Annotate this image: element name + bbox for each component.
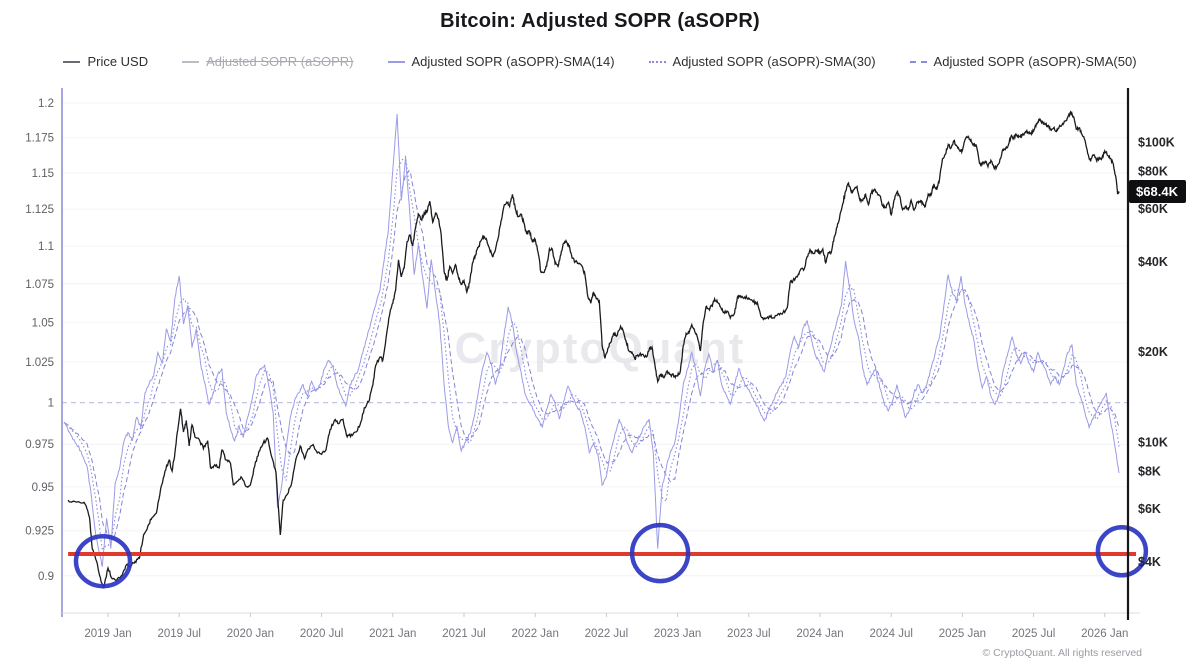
right-axis-tick-label: $20K: [1138, 345, 1168, 359]
capitulation-circle-annotation: [73, 533, 133, 589]
legend-label: Adjusted SOPR (aSOPR)-SMA(30): [672, 54, 876, 69]
sma30-line-marker-icon: [648, 60, 666, 63]
right-axis-tick-label: $6K: [1138, 502, 1161, 516]
plot-area: CryptoQuant: [62, 102, 1128, 589]
left-axis-tick-label: 1.025: [25, 357, 54, 369]
x-axis-tick-label: 2020 Jan: [227, 628, 274, 640]
x-axis-tick-label: 2025 Jul: [1012, 628, 1055, 640]
left-axis-tick-label: 1.075: [25, 279, 54, 291]
last-price-badge-label: $68.4K: [1136, 184, 1179, 199]
left-axis-tick-label: 0.975: [25, 439, 54, 451]
right-axis-tick-label: $10K: [1138, 436, 1168, 450]
left-axis-tick-label: 1.175: [25, 133, 54, 145]
legend-item-asopr-sma50[interactable]: Adjusted SOPR (aSOPR)-SMA(50): [909, 54, 1137, 69]
legend-item-price-usd[interactable]: Price USD: [63, 54, 148, 69]
right-axis-tick-label: $40K: [1138, 255, 1168, 269]
left-axis-tick-label: 1.1: [38, 241, 54, 253]
x-axis-tick-label: 2020 Jul: [300, 628, 343, 640]
right-axis-tick-label: $100K: [1138, 136, 1175, 150]
price-line-marker-icon: [63, 60, 81, 63]
left-axis-tick-label: 0.9: [38, 571, 54, 583]
right-axis-tick-label: $8K: [1138, 465, 1161, 479]
asopr-line-marker-icon: [182, 60, 200, 63]
legend-item-asopr-disabled[interactable]: Adjusted SOPR (aSOPR): [182, 54, 354, 69]
x-axis-tick-label: 2024 Jul: [869, 628, 912, 640]
page-title: Bitcoin: Adjusted SOPR (aSOPR): [440, 10, 760, 32]
sma50-line-marker-icon: [909, 60, 927, 63]
legend-label: Adjusted SOPR (aSOPR)-SMA(14): [411, 54, 615, 69]
x-axis-tick-label: 2021 Jul: [442, 628, 485, 640]
legend-item-asopr-sma30[interactable]: Adjusted SOPR (aSOPR)-SMA(30): [648, 54, 876, 69]
right-axis-tick-label: $4K: [1138, 555, 1161, 569]
x-axis-tick-label: 2023 Jul: [727, 628, 770, 640]
right-axis-tick-label: $60K: [1138, 202, 1168, 216]
x-axis-tick-label: 2024 Jan: [796, 628, 843, 640]
x-axis-tick-label: 2021 Jan: [369, 628, 416, 640]
left-axis-tick-label: 1.125: [25, 204, 54, 216]
capitulation-circle-annotation: [1095, 525, 1149, 578]
x-axis-tick-label: 2019 Jul: [157, 628, 200, 640]
left-axis-tick-label: 1.15: [32, 168, 54, 180]
capitulation-circle-annotation: [629, 522, 691, 584]
asopr-sma14-line: [63, 113, 1120, 567]
asopr-sma50-line: [63, 170, 1120, 546]
x-axis-tick-label: 2025 Jan: [939, 628, 986, 640]
left-axis-tick-label: 1.2: [38, 98, 54, 110]
x-axis-tick-label: 2022 Jul: [585, 628, 628, 640]
left-axis-tick-label: 0.95: [32, 482, 54, 494]
legend-label: Price USD: [87, 54, 149, 69]
legend-item-asopr-sma14[interactable]: Adjusted SOPR (aSOPR)-SMA(14): [387, 54, 615, 69]
last-price-badge: [1129, 180, 1186, 203]
x-axis-tick-label: 2019 Jan: [84, 628, 131, 640]
x-axis-tick-label: 2026 Jan: [1081, 628, 1128, 640]
legend-label: Adjusted SOPR (aSOPR)-SMA(50): [933, 54, 1137, 69]
sma14-line-marker-icon: [387, 60, 405, 63]
copyright-notice: © CryptoQuant. All rights reserved: [982, 647, 1142, 659]
left-axis-tick-label: 1: [48, 398, 54, 410]
x-axis-tick-label: 2023 Jan: [654, 628, 701, 640]
btc-price-line: [67, 110, 1120, 589]
right-axis-tick-label: $80K: [1138, 165, 1168, 179]
left-axis-tick-label: 0.925: [25, 526, 54, 538]
left-axis-tick-label: 1.05: [32, 317, 54, 329]
x-axis-tick-label: 2022 Jan: [512, 628, 559, 640]
chart-legend: Price USD Adjusted SOPR (aSOPR) Adjusted…: [0, 54, 1200, 69]
legend-label: Adjusted SOPR (aSOPR): [206, 54, 354, 69]
